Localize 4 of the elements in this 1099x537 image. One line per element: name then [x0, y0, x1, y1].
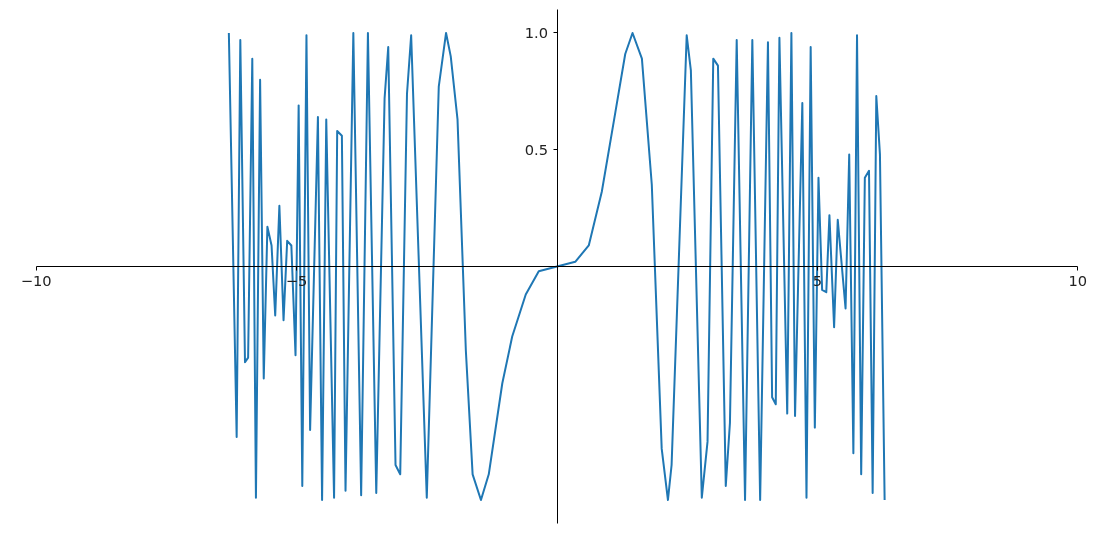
y-tick-label: 1.0: [524, 23, 548, 41]
x-tick-label: 10: [1068, 271, 1088, 289]
y-tick-label: 0.5: [524, 140, 548, 158]
x-tick-label: −10: [20, 271, 52, 289]
